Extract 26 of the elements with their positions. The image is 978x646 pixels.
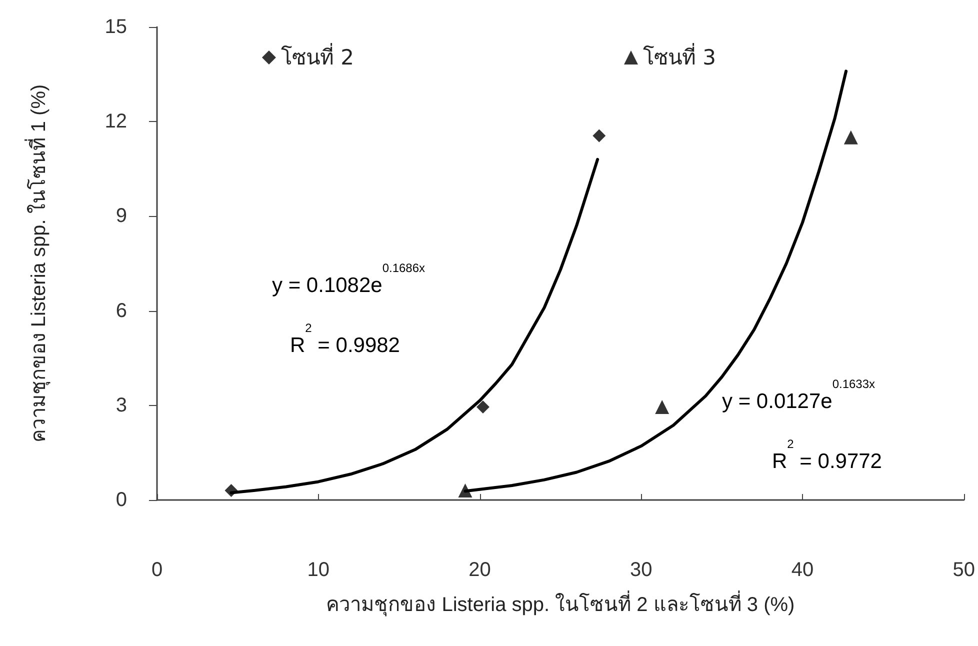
point <box>476 400 490 414</box>
x-tick-label: 40 <box>791 559 814 581</box>
y-tick-label: 3 <box>116 394 127 416</box>
legend-label: โซนที่ 2 <box>280 42 354 70</box>
x-tick-label: 20 <box>468 559 491 581</box>
y-tick-label: 0 <box>116 489 127 511</box>
annotation: y = 0.0127e0.1633x <box>722 377 876 413</box>
annotation: R2 = 0.9982 <box>290 321 400 357</box>
annotation: R2 = 0.9772 <box>772 437 882 473</box>
x-tick-label: 50 <box>952 559 975 581</box>
y-tick-label: 12 <box>104 110 127 133</box>
point <box>458 484 472 498</box>
x-tick-label: 10 <box>307 559 330 581</box>
point <box>844 130 858 144</box>
y-tick-label: 9 <box>116 205 127 228</box>
y-tick-label: 15 <box>104 16 127 38</box>
point <box>655 400 670 414</box>
point <box>592 129 606 142</box>
point <box>224 484 238 498</box>
annotation: y = 0.1082e0.1686x <box>272 261 426 297</box>
y-tick-label: 6 <box>116 300 127 322</box>
legend-label: โซนที่ 3 <box>643 42 716 70</box>
x-axis-title: ความชุกของ Listeria spp. ในโซนที่ 2 และโซนที่ 3 (%) <box>326 590 795 617</box>
y-axis-title: ความชุกของ Listeria spp. ในโซนที่ 1 (%) <box>24 84 51 443</box>
x-tick-label: 0 <box>151 559 163 581</box>
x-tick-label: 30 <box>630 559 652 581</box>
